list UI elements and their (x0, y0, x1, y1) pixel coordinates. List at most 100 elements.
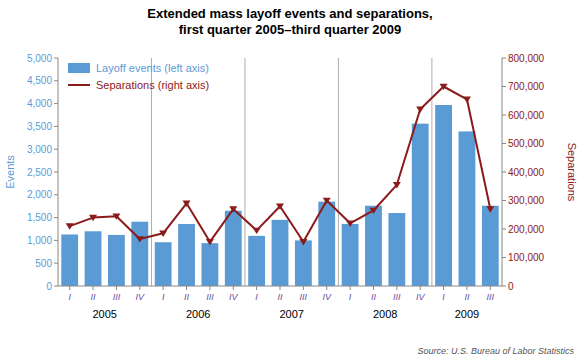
y2-tick (502, 143, 506, 144)
y-tick (54, 103, 58, 104)
bar (388, 213, 405, 286)
line-marker (159, 230, 167, 236)
y-tick-label: 4,500 (27, 75, 52, 86)
y-tick-label: 0 (46, 281, 52, 292)
x-tick-label: II (277, 292, 283, 302)
bar (482, 206, 499, 286)
x-tick (256, 286, 257, 290)
legend-label: Layoff events (left axis) (96, 62, 209, 74)
line-marker (89, 215, 97, 221)
y-tick-label: 2,000 (27, 189, 52, 200)
y2-tick-label: 700,000 (508, 81, 545, 92)
line-marker (416, 107, 424, 113)
x-tick-label: I (349, 292, 352, 302)
x-tick-label: II (91, 292, 97, 302)
y-tick (54, 149, 58, 150)
x-tick (443, 286, 444, 290)
bar (85, 231, 102, 286)
x-tick (326, 286, 327, 290)
x-tick (490, 286, 491, 290)
year-label: 2005 (92, 308, 116, 320)
bar (318, 202, 335, 286)
legend: Layoff events (left axis) Separations (ri… (68, 62, 209, 91)
bar (248, 236, 265, 286)
y2-tick-label: 600,000 (508, 110, 545, 121)
x-tick-label: III (300, 292, 308, 302)
x-tick (163, 286, 164, 290)
x-tick-label: II (371, 292, 377, 302)
x-tick (466, 286, 467, 290)
x-tick (209, 286, 210, 290)
x-tick (93, 286, 94, 290)
y2-tick (502, 86, 506, 87)
y2-tick-label: 800,000 (508, 53, 545, 64)
x-tick (139, 286, 140, 290)
bar (459, 131, 476, 286)
line-marker (183, 201, 191, 207)
x-tick (116, 286, 117, 290)
y2-tick-label: 100,000 (508, 252, 545, 263)
y-tick (54, 126, 58, 127)
y-tick-label: 4,000 (27, 98, 52, 109)
y-tick-label: 3,000 (27, 144, 52, 155)
y-tick (54, 58, 58, 59)
x-tick-label: II (464, 292, 470, 302)
plot-area (61, 84, 498, 286)
y2-tick-label: 0 (508, 281, 514, 292)
year-label: 2006 (186, 308, 210, 320)
line-marker (393, 182, 401, 188)
x-tick-label: IV (136, 292, 146, 302)
line-marker (206, 239, 214, 245)
line-marker (440, 84, 448, 90)
bar (272, 220, 289, 286)
title-line: first quarter 2005–third quarter 2009 (179, 22, 402, 37)
y-tick-label: 1,000 (27, 235, 52, 246)
y-tick-label: 5,000 (27, 53, 52, 64)
y2-tick (502, 115, 506, 116)
line-marker (276, 203, 284, 209)
title-line: Extended mass layoff events and separati… (147, 6, 432, 21)
bar (108, 235, 125, 286)
x-tick-label: I (255, 292, 258, 302)
y2-tick (502, 286, 506, 287)
x-tick (396, 286, 397, 290)
y-tick-label: 3,500 (27, 121, 52, 132)
bar (131, 222, 148, 286)
y2-tick (502, 229, 506, 230)
chart: Extended mass layoff events and separati… (0, 0, 580, 360)
legend-swatch (68, 84, 90, 86)
year-boundary (244, 58, 245, 286)
year-label: 2009 (455, 308, 479, 320)
x-tick (280, 286, 281, 290)
source-note: Source: U.S. Bureau of Labor Statistics (417, 346, 574, 356)
year-boundary (338, 58, 339, 286)
bar (155, 242, 172, 286)
x-tick-label: II (184, 292, 190, 302)
y2-tick-label: 300,000 (508, 195, 545, 206)
y2-axis-label: Separations (566, 143, 578, 202)
x-tick-label: I (442, 292, 445, 302)
legend-label: Separations (right axis) (96, 79, 209, 91)
bar (225, 211, 242, 286)
x-tick (69, 286, 70, 290)
x-tick (373, 286, 374, 290)
y-tick-label: 2,500 (27, 167, 52, 178)
x-tick (186, 286, 187, 290)
y-axis-label: Events (4, 155, 16, 189)
y2-tick (502, 172, 506, 173)
y-tick (54, 263, 58, 264)
x-tick-label: IV (416, 292, 426, 302)
y-tick (54, 286, 58, 287)
bar (435, 105, 452, 286)
separations-line (70, 87, 491, 242)
line-marker (229, 206, 237, 212)
line-marker (463, 97, 471, 103)
y-tick-label: 1,500 (27, 212, 52, 223)
line-marker (253, 228, 261, 234)
y-tick (54, 240, 58, 241)
bar (201, 243, 218, 286)
x-tick-label: III (393, 292, 401, 302)
y2-tick-label: 500,000 (508, 138, 545, 149)
line-marker (66, 223, 74, 229)
y2-tick (502, 200, 506, 201)
